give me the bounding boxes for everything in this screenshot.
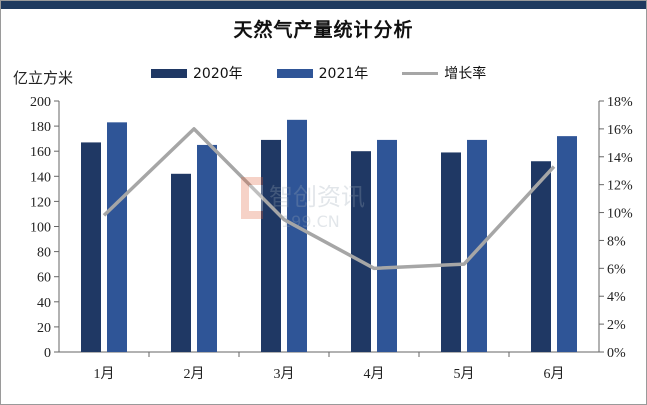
y2-tick-label: 10% <box>607 207 633 222</box>
y2-tick-label: 0% <box>607 346 626 361</box>
y2-tick-label: 18% <box>607 95 633 110</box>
bar-2020 <box>531 161 551 352</box>
legend-label-growth: 增长率 <box>444 66 487 82</box>
bar-2021 <box>107 122 127 353</box>
header-bar <box>1 1 646 9</box>
y2-tick-label: 2% <box>607 318 626 333</box>
y-tick-label: 40 <box>37 296 51 311</box>
legend-item-growth: 增长率 <box>402 63 486 83</box>
bar-2021 <box>197 144 217 352</box>
x-tick-label: 3月 <box>274 366 295 382</box>
legend-swatch-growth <box>402 71 439 75</box>
bar-2020 <box>261 139 281 352</box>
x-tick-label: 1月 <box>94 366 115 382</box>
legend: 2020年 2021年 增长率 <box>151 63 520 83</box>
y-tick-label: 200 <box>30 95 51 110</box>
legend-item-2021: 2021年 <box>276 63 369 83</box>
y2-tick-label: 16% <box>607 123 633 138</box>
bar-2020 <box>171 173 191 352</box>
x-tick-label: 4月 <box>364 366 385 382</box>
y-tick-label: 80 <box>37 246 51 261</box>
y-tick-label: 140 <box>30 170 51 185</box>
y-tick-label: 180 <box>30 120 51 135</box>
y2-tick-label: 12% <box>607 179 633 194</box>
y-tick-label: 100 <box>30 221 51 236</box>
y-tick-label: 120 <box>30 195 51 210</box>
x-tick-label: 5月 <box>454 366 475 382</box>
growth-rate-line <box>102 127 556 271</box>
y-tick-label: 160 <box>30 145 51 160</box>
bar-2020 <box>81 142 101 352</box>
bar-2020 <box>441 152 461 352</box>
y-tick-label: 60 <box>37 271 51 286</box>
legend-swatch-2020 <box>151 68 187 78</box>
legend-label-2021: 2021年 <box>318 66 369 82</box>
legend-label-2020: 2020年 <box>193 66 243 82</box>
bar-2021 <box>557 136 577 352</box>
x-tick-label: 6月 <box>544 366 565 382</box>
legend-swatch-2021 <box>276 68 313 78</box>
bar-2020 <box>351 151 371 352</box>
bar-2021 <box>467 139 487 352</box>
y2-tick-label: 14% <box>607 151 633 166</box>
y2-tick-label: 6% <box>607 262 626 277</box>
y-axis-unit-label: 亿立方米 <box>13 69 74 87</box>
y2-tick-label: 4% <box>607 290 626 305</box>
legend-item-2020: 2020年 <box>151 63 243 83</box>
chart-title: 天然气产量统计分析 <box>233 19 414 41</box>
bar-2021 <box>287 119 307 352</box>
bar-2021 <box>377 139 397 352</box>
y-tick-label: 0 <box>44 346 51 361</box>
y2-tick-label: 8% <box>607 234 626 249</box>
y-tick-label: 20 <box>37 321 51 336</box>
x-tick-label: 2月 <box>184 366 205 382</box>
